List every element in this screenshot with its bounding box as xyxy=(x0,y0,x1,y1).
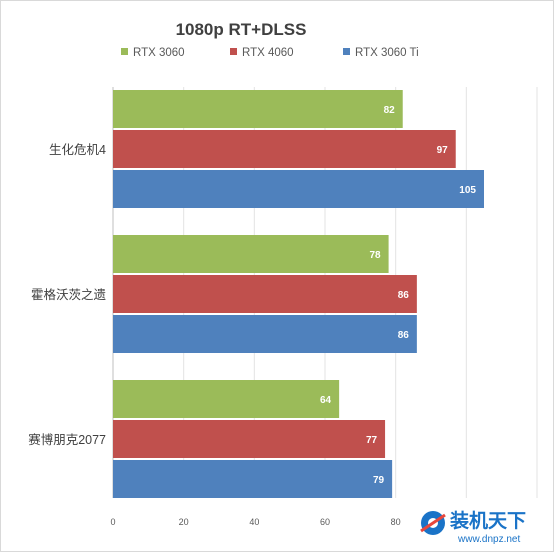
bars: 82 97 105 78 86 86 64 77 79 xyxy=(113,90,484,498)
bar-group-item: 82 xyxy=(113,90,403,128)
legend-label: RTX 3060 xyxy=(133,47,185,59)
legend-item: RTX 3060 Ti xyxy=(343,47,419,59)
legend-swatch xyxy=(121,48,128,55)
data-label: 105 xyxy=(459,185,476,196)
x-tick-label: 60 xyxy=(320,517,330,527)
legend-item: RTX 4060 xyxy=(230,47,294,59)
bar-group-item: 79 xyxy=(113,460,393,498)
bar xyxy=(113,275,417,313)
legend-label: RTX 3060 Ti xyxy=(355,47,419,59)
x-tick-labels: 0 20 40 60 80 xyxy=(110,517,400,527)
legend-swatch xyxy=(343,48,350,55)
bar xyxy=(113,315,417,353)
chart-title: 1080p RT+DLSS xyxy=(176,20,307,39)
legend-label: RTX 4060 xyxy=(242,47,294,59)
legend: RTX 3060 RTX 4060 RTX 3060 Ti xyxy=(121,47,419,59)
x-tick-label: 40 xyxy=(249,517,259,527)
category-label: 生化危机4 xyxy=(49,143,106,157)
data-label: 82 xyxy=(384,105,396,116)
bar xyxy=(113,420,386,458)
data-label: 64 xyxy=(320,395,332,406)
data-label: 78 xyxy=(369,250,381,261)
bar-group-item: 64 xyxy=(113,380,340,418)
legend-item: RTX 3060 xyxy=(121,47,185,59)
data-label: 86 xyxy=(398,290,410,301)
bar xyxy=(113,130,456,168)
bar xyxy=(113,460,393,498)
category-label: 赛博朋克2077 xyxy=(28,432,106,447)
bar-group-item: 105 xyxy=(113,170,484,208)
watermark-text: 装机天下 xyxy=(449,509,526,532)
data-label: 86 xyxy=(398,330,410,341)
category-label: 霍格沃茨之遗 xyxy=(31,287,107,302)
legend-swatch xyxy=(230,48,237,55)
bar-group-item: 78 xyxy=(113,235,389,273)
x-tick-label: 80 xyxy=(391,517,401,527)
watermark: 装机天下 www.dnpz.net xyxy=(420,509,526,545)
bar xyxy=(113,235,389,273)
bar xyxy=(113,170,484,208)
gear-logo-icon xyxy=(420,511,446,535)
watermark-url: www.dnpz.net xyxy=(457,534,520,545)
bar xyxy=(113,380,340,418)
bar xyxy=(113,90,403,128)
data-label: 79 xyxy=(373,475,385,486)
bar-group-item: 97 xyxy=(113,130,456,168)
bar-group-item: 86 xyxy=(113,275,417,313)
bar-group-item: 86 xyxy=(113,315,417,353)
x-tick-label: 0 xyxy=(110,517,115,527)
data-label: 77 xyxy=(366,435,378,446)
data-label: 97 xyxy=(437,145,449,156)
bar-group-item: 77 xyxy=(113,420,386,458)
x-tick-label: 20 xyxy=(179,517,189,527)
